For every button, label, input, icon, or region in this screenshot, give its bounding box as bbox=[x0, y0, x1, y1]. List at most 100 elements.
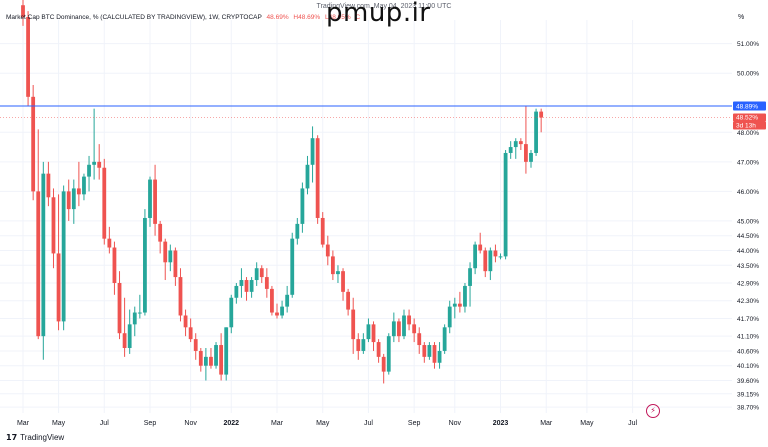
candle-body bbox=[371, 324, 376, 343]
candle-body bbox=[97, 161, 102, 168]
candle-body bbox=[351, 309, 356, 340]
candle-body bbox=[275, 312, 279, 316]
candle-body bbox=[346, 291, 351, 310]
candle-body bbox=[203, 356, 208, 366]
y-tick-label: 42.30% bbox=[737, 298, 759, 305]
candle-body bbox=[361, 339, 366, 351]
y-tick-label: 40.10% bbox=[737, 363, 759, 370]
candle-body bbox=[264, 277, 269, 289]
candle-body bbox=[21, 5, 25, 18]
candle-body bbox=[224, 327, 229, 375]
candle-body bbox=[534, 111, 538, 153]
candle-body bbox=[112, 247, 117, 283]
candle-body bbox=[183, 315, 188, 328]
candle-body bbox=[508, 147, 513, 153]
candle-body bbox=[254, 268, 259, 281]
y-tick-label: 39.15% bbox=[737, 391, 759, 398]
candle-body bbox=[51, 197, 56, 254]
price-tag: 48.52% bbox=[736, 115, 758, 122]
candle-body bbox=[26, 17, 30, 97]
x-tick-label: Nov bbox=[184, 420, 197, 427]
candle-body bbox=[325, 244, 330, 257]
candle-body bbox=[137, 312, 142, 314]
candle-body bbox=[31, 96, 36, 192]
candle-body bbox=[503, 152, 508, 257]
candle-body bbox=[193, 339, 198, 351]
y-tick-label: 38.70% bbox=[737, 405, 759, 412]
candle-body bbox=[437, 350, 442, 363]
countdown-tag: 3d 13h bbox=[736, 123, 756, 130]
candle-body bbox=[427, 345, 432, 357]
candle-body bbox=[148, 179, 152, 218]
y-tick-label: 39.60% bbox=[737, 378, 759, 385]
x-tick-label: Mar bbox=[17, 420, 30, 427]
candle-body bbox=[356, 339, 361, 351]
candle-body bbox=[457, 303, 462, 307]
legend-symbol: Market Cap BTC Dominance, % (CALCULATED … bbox=[6, 14, 262, 21]
y-tick-label: 40.60% bbox=[737, 348, 759, 355]
y-tick-label: 45.00% bbox=[737, 218, 759, 225]
candle-body bbox=[209, 356, 213, 366]
candle-body bbox=[234, 285, 239, 298]
y-tick-label: 51.00% bbox=[737, 41, 759, 48]
countdown-tag-bg bbox=[733, 121, 766, 130]
y-tick-label: 42.90% bbox=[737, 280, 759, 287]
candle-body bbox=[239, 280, 244, 286]
tradingview-logo-icon: 𝟭𝟳 bbox=[6, 433, 18, 442]
candle-body bbox=[376, 342, 381, 357]
legend-close: C bbox=[355, 14, 361, 21]
brand-label: TradingView bbox=[20, 433, 65, 442]
candle-body bbox=[127, 324, 132, 348]
brand-footer[interactable]: 𝟭𝟳 TradingView bbox=[6, 433, 64, 442]
candle-body bbox=[315, 138, 320, 218]
candle-body bbox=[102, 167, 107, 239]
candle-body bbox=[442, 327, 447, 351]
candle-body bbox=[173, 250, 178, 278]
candle-body bbox=[61, 191, 66, 322]
candle-body bbox=[107, 238, 112, 248]
candle-body bbox=[447, 306, 452, 328]
y-tick-label: 47.00% bbox=[737, 159, 759, 166]
x-tick-label: Jul bbox=[628, 420, 637, 427]
candle-body bbox=[295, 223, 300, 239]
candle-body bbox=[285, 294, 290, 307]
candle-body bbox=[66, 191, 71, 210]
x-tick-label: May bbox=[580, 420, 594, 427]
candle-body bbox=[366, 324, 371, 340]
y-tick-label: 44.50% bbox=[737, 233, 759, 240]
candle-body bbox=[168, 250, 173, 263]
candle-body bbox=[270, 288, 274, 313]
candle-body bbox=[336, 271, 340, 275]
candle-body bbox=[56, 253, 61, 322]
candle-body bbox=[41, 173, 46, 337]
candle-body bbox=[432, 345, 437, 363]
candle-body bbox=[71, 188, 76, 210]
candle-body bbox=[524, 144, 528, 162]
candle-body bbox=[320, 217, 325, 245]
candle-body bbox=[82, 176, 86, 195]
candle-body bbox=[117, 282, 122, 334]
legend-open: 48.69% bbox=[266, 14, 289, 21]
y-tick-label: 48.00% bbox=[737, 130, 759, 137]
candle-body bbox=[214, 345, 218, 366]
x-tick-label: 2023 bbox=[493, 420, 509, 427]
x-tick-label: 2022 bbox=[223, 420, 239, 427]
x-tick-label: May bbox=[316, 420, 330, 427]
candle-body bbox=[473, 244, 478, 269]
candle-body bbox=[188, 327, 193, 340]
chart-caption: TradingView.com, May 04, 2023 11:00 UTC bbox=[316, 3, 452, 10]
candle-body bbox=[259, 268, 264, 278]
y-tick-label: 43.50% bbox=[737, 263, 759, 270]
candle-body bbox=[122, 333, 127, 348]
candle-body bbox=[417, 333, 422, 346]
candle-body bbox=[300, 188, 305, 224]
lightning-icon[interactable]: ⚡ bbox=[646, 404, 660, 418]
candle-body bbox=[341, 271, 345, 292]
candle-body bbox=[76, 188, 81, 195]
legend-high: H48.69% bbox=[293, 14, 321, 21]
candle-body bbox=[158, 223, 163, 242]
candle-body bbox=[87, 164, 91, 177]
y-tick-label: 41.70% bbox=[737, 316, 759, 323]
candle-body bbox=[178, 277, 183, 316]
